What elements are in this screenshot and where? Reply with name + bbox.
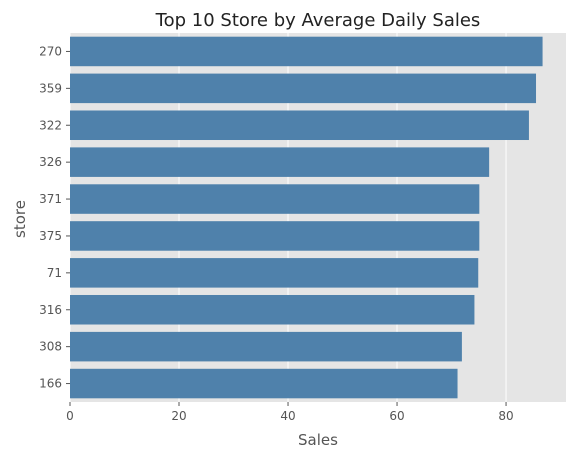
x-tick-label: 60 [389, 409, 404, 423]
y-tick-label: 308 [39, 340, 62, 354]
y-axis-label: store [11, 200, 29, 238]
y-tick-label: 375 [39, 229, 62, 243]
bar-store-371 [70, 184, 480, 214]
y-tick-label: 326 [39, 155, 62, 169]
chart-title: Top 10 Store by Average Daily Sales [155, 10, 481, 31]
bar-store-308 [70, 331, 462, 362]
bar-store-270 [70, 36, 543, 67]
bar-store-316 [70, 294, 475, 325]
bar-store-322 [70, 110, 529, 141]
x-tick-label: 80 [498, 409, 513, 423]
bar-store-326 [70, 147, 490, 177]
bar-store-71 [70, 258, 479, 288]
plot-area: 0 20 40 60 80 270 359 322 326 371 375 71 316 308 166 [39, 33, 566, 423]
x-tick-label: 20 [171, 409, 186, 423]
bar-store-359 [70, 73, 537, 104]
y-tick-label: 371 [39, 192, 62, 206]
x-axis-label: Sales [298, 431, 338, 449]
y-tick-label: 166 [39, 377, 62, 391]
x-tick-label: 40 [280, 409, 295, 423]
y-tick-label: 316 [39, 303, 62, 317]
y-tick-label: 359 [39, 81, 62, 95]
y-tick-label: 71 [47, 266, 62, 280]
bar-store-375 [70, 221, 480, 251]
y-tick-label: 322 [39, 118, 62, 132]
x-tick-label: 0 [66, 409, 74, 423]
y-tick-label: 270 [39, 44, 62, 58]
bar-store-166 [70, 368, 458, 399]
